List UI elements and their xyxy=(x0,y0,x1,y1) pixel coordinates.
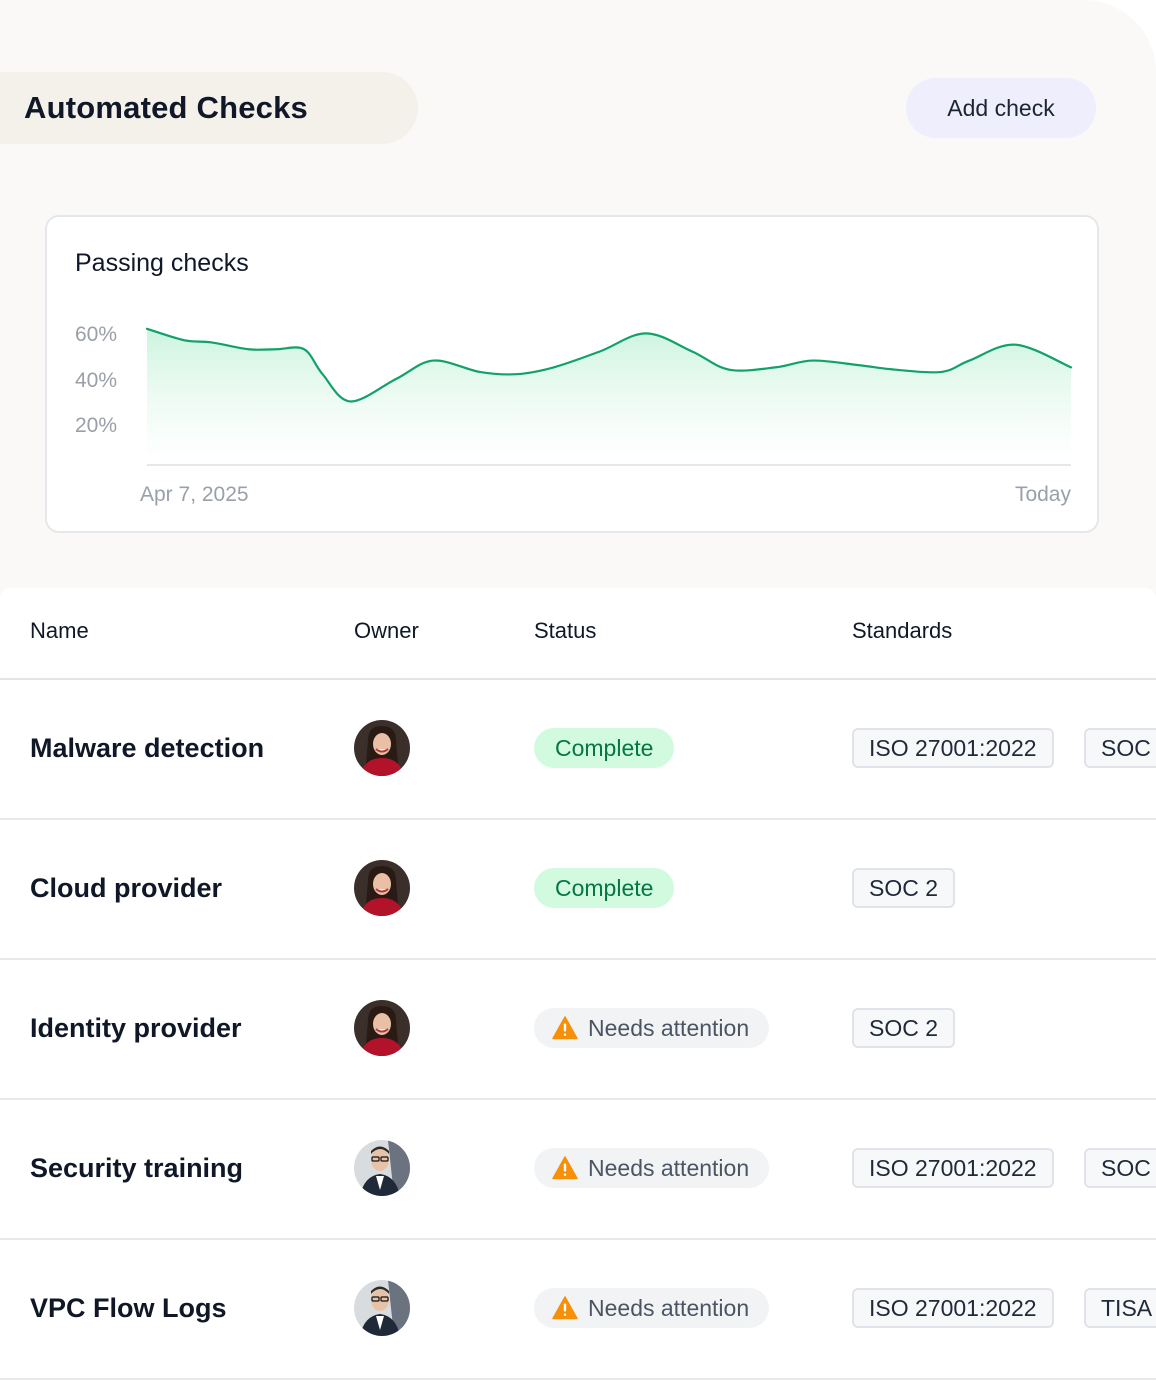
y-tick-label: 20% xyxy=(75,414,117,437)
status-label: Needs attention xyxy=(588,1014,750,1041)
warning-icon xyxy=(552,1016,578,1040)
column-header-owner[interactable]: Owner xyxy=(354,618,419,643)
status-label: Needs attention xyxy=(588,1294,750,1321)
table-header: Name Owner Status Standards xyxy=(0,588,1156,680)
passing-checks-chart-card: Passing checks 60% 40% 20% Apr 7, 2025 T… xyxy=(45,215,1099,533)
standard-tag[interactable]: ISO 27001:2022 xyxy=(852,728,1054,768)
column-header-status[interactable]: Status xyxy=(534,618,597,643)
owner-avatar[interactable] xyxy=(354,1280,410,1336)
y-tick-label: 60% xyxy=(75,323,117,346)
status-badge: Complete xyxy=(534,728,675,768)
x-axis-start-label: Apr 7, 2025 xyxy=(140,483,249,506)
add-check-button[interactable]: Add check xyxy=(906,78,1096,138)
check-name[interactable]: VPC Flow Logs xyxy=(30,1292,227,1323)
table-row[interactable]: Security training Needs attention ISO 270… xyxy=(0,1098,1156,1240)
status-label: Complete xyxy=(555,874,654,901)
standard-tag[interactable]: SOC 2 xyxy=(852,1008,956,1048)
status-badge: Needs attention xyxy=(534,1008,770,1048)
owner-avatar[interactable] xyxy=(354,1140,410,1196)
table-row[interactable]: Cloud provider Complete SOC 2 xyxy=(0,818,1156,960)
standard-tag[interactable]: ISO 27001:2022 xyxy=(852,1288,1054,1328)
chart-title: Passing checks xyxy=(75,249,249,277)
status-badge: Needs attention xyxy=(534,1148,770,1188)
status-badge: Needs attention xyxy=(534,1288,770,1328)
column-header-standards[interactable]: Standards xyxy=(852,618,953,643)
check-name[interactable]: Identity provider xyxy=(30,1012,242,1043)
check-name[interactable]: Cloud provider xyxy=(30,872,223,903)
check-name[interactable]: Security training xyxy=(30,1152,244,1183)
page-title-pill: Automated Checks xyxy=(0,72,418,144)
check-name[interactable]: Malware detection xyxy=(30,732,265,763)
standard-tag[interactable]: ISO 27001:2022 xyxy=(852,1148,1054,1188)
standard-tag[interactable]: SOC xyxy=(1084,1148,1156,1188)
standard-tag[interactable]: SOC xyxy=(1084,728,1156,768)
status-label: Complete xyxy=(555,734,654,761)
status-label: Needs attention xyxy=(588,1154,750,1181)
owner-avatar[interactable] xyxy=(354,860,410,916)
warning-icon xyxy=(552,1156,578,1180)
table-row[interactable]: Identity provider Needs attention SOC 2 xyxy=(0,958,1156,1100)
table-row[interactable]: Malware detection Complete ISO 27001:2022… xyxy=(0,678,1156,820)
owner-avatar[interactable] xyxy=(354,1000,410,1056)
warning-icon xyxy=(552,1296,578,1320)
page-title: Automated Checks xyxy=(24,90,308,125)
checks-table: Name Owner Status Standards Malware dete… xyxy=(0,588,1156,1388)
standard-tag[interactable]: SOC 2 xyxy=(852,868,956,908)
x-axis-end-label: Today xyxy=(1015,483,1072,506)
status-badge: Complete xyxy=(534,868,675,908)
passing-checks-chart: 60% 40% 20% Apr 7, 2025 Today xyxy=(75,323,1073,506)
standard-tag[interactable]: TISA xyxy=(1084,1288,1156,1328)
chart-series-line xyxy=(145,327,1073,403)
column-header-name[interactable]: Name xyxy=(30,618,89,643)
table-row[interactable]: VPC Flow Logs Needs attention ISO 27001:2… xyxy=(0,1238,1156,1380)
y-tick-label: 40% xyxy=(75,369,117,392)
owner-avatar[interactable] xyxy=(354,720,410,776)
